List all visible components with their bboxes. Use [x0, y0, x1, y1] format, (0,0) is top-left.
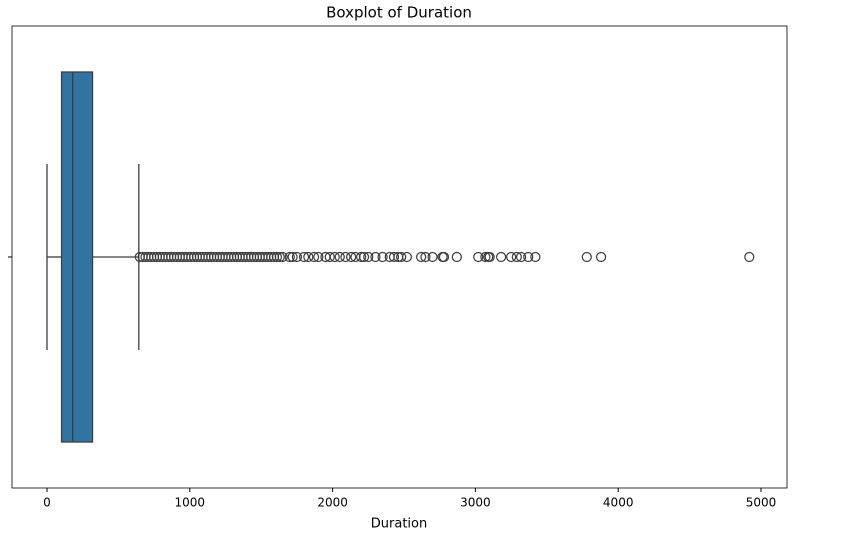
outlier [340, 251, 351, 263]
x-tick-label: 3000 [460, 496, 491, 510]
x-tick-label: 5000 [746, 496, 777, 510]
outlier [473, 251, 484, 263]
outlier [396, 251, 407, 263]
outlier [298, 251, 310, 263]
outlier [530, 251, 541, 263]
outlier [370, 251, 381, 263]
outlier [358, 251, 370, 263]
outlier [744, 251, 755, 263]
outlier [451, 251, 462, 263]
outlier [356, 251, 367, 263]
outlier [271, 251, 283, 263]
outlier [416, 251, 427, 263]
outlier [329, 251, 340, 263]
outlier [377, 251, 388, 263]
x-tick-label: 1000 [175, 496, 206, 510]
outlier [324, 251, 335, 263]
outlier [346, 251, 357, 263]
outlier [511, 251, 522, 263]
outlier [438, 251, 450, 263]
plot-frame [11, 25, 788, 489]
outlier [581, 251, 592, 263]
x-tick-label: 4000 [603, 496, 634, 510]
outlier [334, 251, 345, 263]
x-axis-label: Duration [371, 517, 427, 532]
outlier [595, 251, 607, 263]
outlier [284, 251, 295, 263]
outlier [480, 251, 491, 263]
outlier [303, 251, 314, 263]
outlier [363, 251, 374, 263]
outlier [287, 251, 298, 263]
outlier [291, 251, 302, 263]
outlier [496, 251, 507, 263]
outlier [523, 251, 534, 263]
outlier [427, 251, 438, 263]
outlier [515, 251, 527, 263]
outlier [388, 251, 400, 263]
outlier [274, 251, 285, 263]
outlier [506, 251, 517, 263]
outlier [401, 251, 412, 263]
x-tick-label: 0 [43, 496, 51, 510]
outlier [420, 251, 431, 263]
x-tick-label: 2000 [317, 496, 348, 510]
chart-title: Boxplot of Duration [326, 4, 472, 22]
outlier [313, 251, 324, 263]
outlier [484, 251, 495, 263]
outlier [277, 251, 288, 263]
box [60, 71, 94, 443]
outlier [308, 251, 320, 263]
